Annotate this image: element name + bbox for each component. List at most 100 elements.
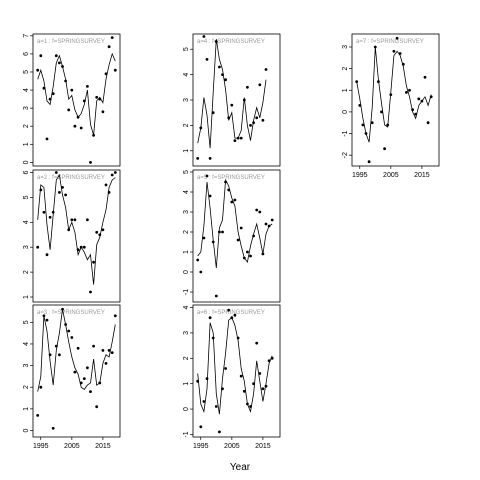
data-point: [82, 377, 86, 380]
data-point: [230, 316, 234, 320]
data-point: [401, 62, 405, 66]
y-tick-label: -1: [183, 289, 190, 295]
data-point: [420, 99, 424, 103]
y-tick-label: 6: [23, 170, 30, 174]
data-point: [58, 191, 61, 194]
panel-5: a=5 : f=SPRINGSURVEY -1 0 1 2 3 4 5: [183, 169, 281, 303]
data-point: [73, 370, 77, 374]
data-point: [39, 54, 43, 58]
data-point: [199, 126, 203, 130]
data-point: [45, 318, 49, 322]
data-point: [252, 382, 256, 386]
data-point: [261, 118, 265, 122]
y-tick-label: 1: [183, 149, 190, 153]
data-point: [51, 426, 55, 430]
data-point: [76, 346, 80, 350]
data-point: [208, 316, 212, 320]
chart-panels: a=1 : f=SPRINGSURVEY 0 1 2 3 4 5 6 7 a=2 : f=SPRI…: [23, 33, 440, 450]
y-tick-label: 2: [183, 230, 190, 234]
data-point: [101, 349, 105, 352]
data-point: [205, 377, 209, 380]
data-point: [252, 234, 256, 238]
x-tick-label: 2005: [383, 172, 399, 179]
data-point: [73, 218, 77, 222]
y-tick-label: 2: [23, 385, 30, 389]
data-point: [255, 116, 259, 120]
data-point: [405, 91, 408, 94]
data-point: [267, 359, 271, 363]
panel-frame: [192, 169, 281, 303]
data-point: [64, 79, 67, 83]
y-tick-label: 0: [183, 407, 190, 411]
data-point: [48, 215, 52, 219]
data-point: [236, 336, 240, 340]
fit-line: [37, 173, 116, 285]
data-point: [89, 390, 92, 393]
x-tick-label: 1995: [352, 172, 368, 179]
data-point: [54, 171, 58, 174]
data-point: [86, 218, 89, 222]
data-point: [113, 171, 117, 174]
data-point: [408, 88, 411, 92]
y-tick-label: 0: [183, 270, 190, 274]
data-point: [98, 97, 102, 101]
data-point: [426, 121, 430, 125]
data-point: [110, 173, 114, 177]
data-point: [398, 52, 402, 55]
data-point: [54, 54, 58, 58]
y-tick-label: 7: [23, 34, 30, 38]
data-point: [36, 414, 40, 417]
data-point: [39, 188, 43, 192]
data-point: [101, 110, 105, 114]
y-tick-label: 3: [183, 98, 190, 102]
data-point: [196, 379, 200, 383]
data-point: [98, 233, 102, 237]
data-point: [202, 236, 206, 240]
data-point: [54, 344, 58, 348]
data-point: [242, 389, 246, 393]
data-point: [239, 136, 243, 140]
data-point: [395, 36, 399, 40]
panel-2: a=2 : f=SPRINGSURVEY 1 2 3 4 5 6: [23, 169, 121, 303]
data-point: [202, 35, 206, 38]
data-point: [258, 83, 262, 87]
data-point: [214, 294, 218, 298]
data-point: [367, 160, 371, 164]
x-axis-label: Year: [230, 462, 251, 473]
y-tick-label: 1: [183, 250, 190, 254]
y-tick-label: 2: [23, 124, 30, 128]
data-point: [113, 68, 117, 72]
panel-frame: [32, 169, 121, 303]
data-point: [218, 430, 221, 434]
data-point: [255, 341, 259, 345]
data-point: [221, 73, 224, 76]
data-point: [79, 381, 83, 385]
data-point: [373, 45, 377, 49]
panel-frame: [351, 33, 440, 167]
data-point: [110, 351, 114, 354]
data-point: [92, 260, 95, 264]
x-tick-label: 2005: [64, 443, 80, 450]
data-point: [267, 224, 271, 228]
data-point: [98, 381, 102, 385]
data-point: [361, 123, 365, 127]
data-point: [73, 124, 77, 128]
data-point: [82, 99, 86, 103]
data-point: [196, 258, 200, 262]
data-point: [423, 75, 427, 79]
panel-1: a=1 : f=SPRINGSURVEY 0 1 2 3 4 5 6 7: [23, 33, 121, 167]
data-point: [242, 98, 246, 102]
data-point: [196, 157, 200, 160]
data-point: [86, 85, 89, 88]
data-point: [246, 85, 249, 89]
data-point: [414, 112, 418, 116]
data-point: [239, 226, 243, 230]
data-point: [61, 65, 64, 68]
data-point: [107, 349, 111, 352]
panel-6: a=6 : f=SPRINGSURVEY -1 0 1 2 3 4 1995 2005 2015: [183, 304, 281, 450]
data-point: [270, 218, 274, 222]
data-point: [48, 353, 52, 357]
data-point: [242, 256, 246, 260]
y-tick-label: 0: [342, 110, 349, 114]
